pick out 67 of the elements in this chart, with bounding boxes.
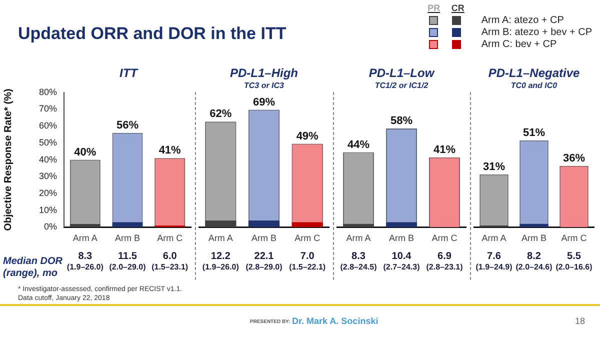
text: 8.3 (1.9–26.0) (66, 250, 104, 272)
text: 5.5 (2.0–16.6) (556, 250, 593, 272)
chart-title: PD-L1–Low (368, 66, 436, 80)
y-tick-label: 80% (38, 86, 57, 97)
x-tick-label: Arm C (294, 233, 321, 244)
total-label: 41% (433, 144, 456, 156)
text: Median DOR (range), mo (3, 256, 62, 279)
text: Arm B: atezo + bev + CP (481, 26, 592, 38)
x-tick-label: Arm A (482, 233, 506, 244)
bar (112, 222, 143, 228)
total-label: 56% (116, 119, 139, 132)
total-label: 40% (74, 146, 96, 158)
bar (386, 222, 417, 228)
text: Arm A: atezo + CP (481, 14, 564, 26)
chart-subtitle: TC0 and IC0 (510, 81, 558, 90)
total-label: 31% (482, 160, 506, 173)
x-tick-label: Arm B (388, 233, 414, 244)
text: 18 (575, 316, 586, 326)
total-label: 49% (296, 130, 319, 142)
text: 7.0 (1.5–22.1) (289, 250, 326, 272)
text: Updated ORR and DOR in the ITT (18, 24, 286, 44)
x-tick-label: Arm C (157, 233, 184, 244)
total-label: 58% (390, 114, 413, 127)
x-tick-label: Arm B (521, 233, 547, 244)
text: 6.0 (1.5–23.1) (152, 250, 188, 272)
x-tick-label: Arm C (432, 233, 458, 244)
chart-title: ITT (118, 66, 140, 80)
chart-title: PD-L1–Negative (487, 66, 581, 80)
bar (205, 220, 236, 228)
text: 10.4 (2.7–24.3) (383, 250, 420, 272)
bar (248, 220, 280, 228)
y-tick-label: 50% (38, 137, 57, 148)
y-tick-label: 0% (44, 222, 57, 232)
x-tick-label: Arm B (114, 233, 140, 244)
total-label: 69% (252, 96, 276, 108)
chart-title: PD-L1–High (228, 66, 299, 80)
y-tick-label: 60% (38, 120, 57, 131)
total-label: 62% (210, 108, 232, 120)
x-tick-label: Arm A (208, 233, 233, 244)
y-axis-title: Objective Response Rate* (%) (2, 88, 14, 231)
text: 6.9 (2.8–23.1) (426, 250, 464, 272)
chart-subtitle: TC3 or IC3 (242, 81, 285, 90)
x-tick-label: Arm B (251, 233, 277, 244)
text: 12.2 (1.9–26.0) (202, 250, 240, 272)
text: 11.5 (2.0–29.0) (109, 250, 146, 272)
y-tick-label: 10% (38, 204, 57, 215)
total-label: 41% (158, 144, 182, 157)
bar (292, 222, 323, 228)
total-label: 44% (347, 138, 370, 151)
text: PR (426, 3, 442, 14)
text: Arm C: bev + CP (481, 38, 557, 50)
y-tick-label: 40% (38, 154, 57, 164)
text: CR (450, 3, 466, 14)
total-label: 51% (522, 126, 546, 139)
text: 8.2 (2.0–24.6) (516, 250, 553, 272)
text: 7.6 (1.9–24.9) (476, 250, 513, 272)
chart-subtitle: TC1/2 or IC1/2 (374, 81, 430, 90)
y-tick-label: 70% (38, 104, 57, 114)
y-tick-label: 30% (38, 171, 57, 182)
total-label: 36% (562, 152, 586, 164)
x-tick-label: Arm C (561, 233, 588, 244)
text: Dr. Mark A. Socinski (292, 316, 378, 326)
x-tick-label: Arm A (72, 233, 98, 244)
y-tick-label: 20% (38, 188, 57, 198)
text: 8.3 (2.8–24.5) (340, 250, 378, 272)
x-tick-label: Arm A (346, 233, 371, 244)
text: 22.1 (2.8–29.0) (246, 250, 283, 272)
